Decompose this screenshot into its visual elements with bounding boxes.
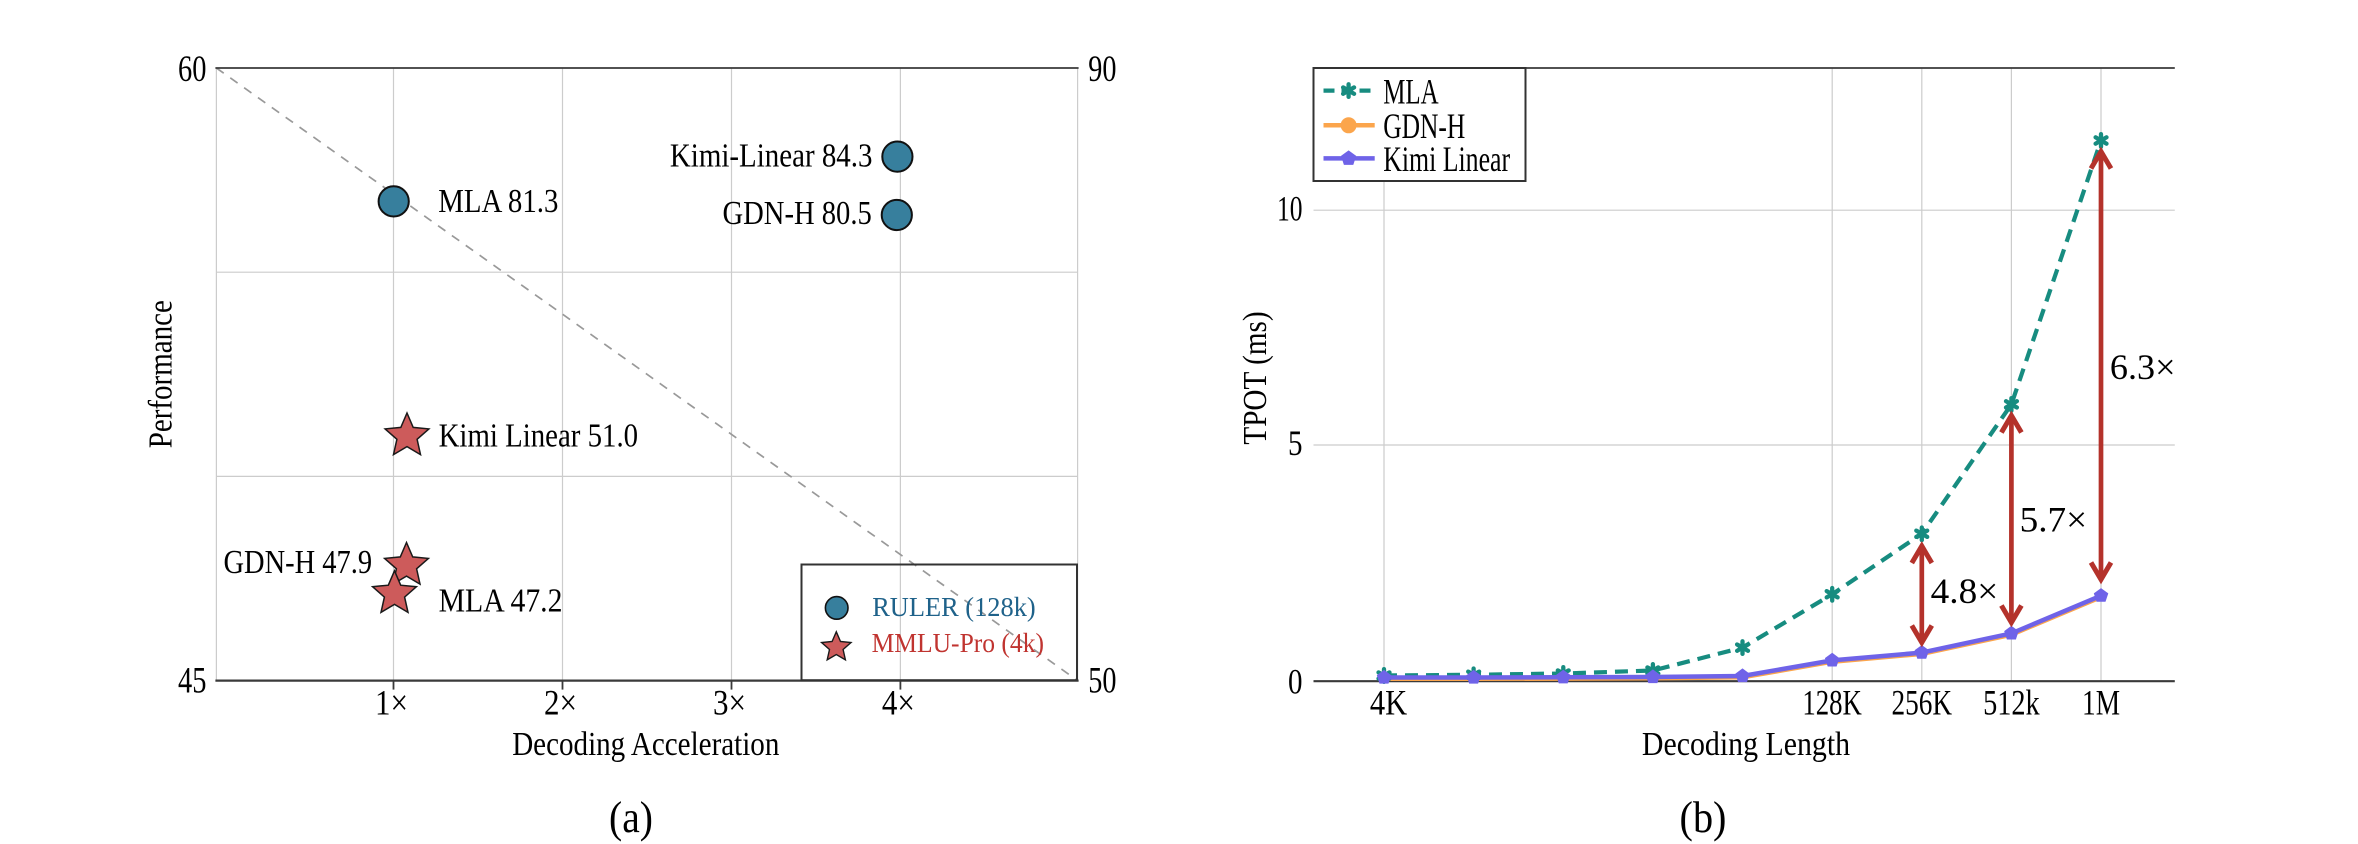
svg-text:0: 0 — [1288, 662, 1303, 702]
svg-text:Kimi-Linear 84.3: Kimi-Linear 84.3 — [670, 137, 873, 174]
svg-text:Performance: Performance — [143, 300, 180, 448]
svg-text:3×: 3× — [713, 683, 746, 723]
svg-text:Kimi Linear: Kimi Linear — [1383, 139, 1510, 179]
svg-text:128K: 128K — [1802, 683, 1862, 723]
svg-text:256K: 256K — [1892, 683, 1953, 723]
svg-text:RULER (128k): RULER (128k) — [872, 592, 1035, 622]
svg-text:(a): (a) — [609, 793, 653, 842]
svg-text:5: 5 — [1288, 423, 1303, 463]
svg-text:Decoding Acceleration: Decoding Acceleration — [512, 726, 779, 763]
svg-text:10: 10 — [1277, 188, 1303, 228]
svg-text:50: 50 — [1088, 660, 1116, 701]
svg-text:GDN-H: GDN-H — [1383, 106, 1465, 146]
svg-text:GDN-H 80.5: GDN-H 80.5 — [723, 195, 872, 232]
svg-text:45: 45 — [178, 660, 206, 701]
svg-text:4.8×: 4.8× — [1931, 571, 1999, 611]
svg-text:4K: 4K — [1370, 683, 1407, 723]
svg-text:1M: 1M — [2082, 683, 2120, 723]
svg-text:4×: 4× — [882, 683, 915, 723]
svg-text:Kimi Linear 51.0: Kimi Linear 51.0 — [439, 418, 638, 455]
svg-text:GDN-H 47.9: GDN-H 47.9 — [224, 544, 373, 581]
svg-text:MLA: MLA — [1383, 71, 1438, 111]
svg-text:MLA 47.2: MLA 47.2 — [439, 583, 563, 620]
svg-text:90: 90 — [1088, 48, 1116, 89]
svg-text:MLA 81.3: MLA 81.3 — [438, 183, 558, 220]
svg-text:(b): (b) — [1680, 793, 1727, 842]
svg-text:60: 60 — [178, 48, 206, 89]
svg-text:1×: 1× — [375, 683, 408, 723]
svg-text:Decoding Length: Decoding Length — [1642, 726, 1850, 763]
svg-text:2×: 2× — [544, 683, 577, 723]
svg-text:6.3×: 6.3× — [2110, 347, 2176, 387]
svg-text:MMLU-Pro (4k): MMLU-Pro (4k) — [872, 628, 1044, 658]
svg-text:TPOT (ms): TPOT (ms) — [1237, 311, 1274, 444]
svg-text:512k: 512k — [1983, 683, 2040, 723]
svg-text:5.7×: 5.7× — [2020, 500, 2088, 540]
